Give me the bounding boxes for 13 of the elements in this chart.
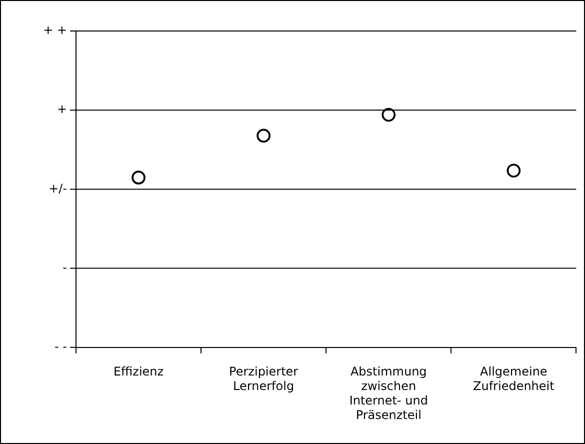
text: - - xyxy=(54,340,67,354)
ref-line-label: + + xyxy=(43,23,67,38)
point xyxy=(506,164,521,178)
ref-line-label: - xyxy=(62,260,67,274)
x-tick-label: Perzipierter Lernerfolg xyxy=(229,364,298,394)
point xyxy=(382,108,396,122)
x-tick-label: Abstimmung zwischen Internet- und Präsenzteil xyxy=(349,364,428,422)
ref-line-label: +/- xyxy=(48,181,67,196)
ref-line-label: + xyxy=(56,102,67,116)
x-tick-label: Allgemeine Zufriedenheit xyxy=(473,364,555,394)
x-tick-label: Effizienz xyxy=(113,364,164,379)
point xyxy=(132,170,146,184)
point xyxy=(256,128,270,143)
